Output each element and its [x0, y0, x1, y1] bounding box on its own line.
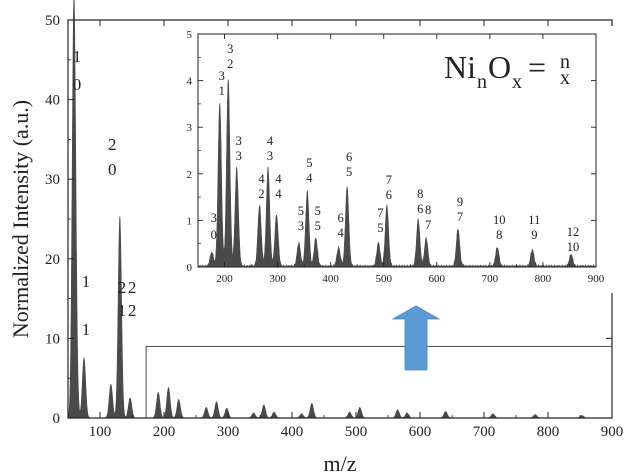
- peak-label-n: 2: [118, 278, 127, 297]
- inset-peak-label-x: 0: [211, 228, 217, 242]
- formula-x: x: [560, 67, 570, 89]
- inset-peak-label-x: 9: [531, 228, 537, 242]
- peak-label-x: 2: [128, 301, 137, 320]
- inset-x-tick-label: 800: [535, 273, 552, 285]
- y-tick-label: 50: [45, 13, 60, 29]
- inset-peak-label-n: 10: [493, 213, 506, 227]
- inset-peak-label-n: 6: [346, 150, 352, 164]
- formula-ni: Ni: [444, 49, 476, 85]
- inset-peak-label-n: 11: [528, 213, 540, 227]
- inset-y-tick-label: 4: [187, 76, 193, 88]
- inset-peak-label-x: 2: [258, 187, 264, 201]
- inset-peak-label-n: 9: [457, 195, 463, 209]
- formula-equals: =: [528, 49, 546, 85]
- x-tick-label: 200: [153, 424, 176, 440]
- inset-x-tick-label: 400: [322, 273, 339, 285]
- inset-peak-label-n: 8: [425, 203, 431, 217]
- inset-peak-label-n: 12: [567, 225, 580, 239]
- peak-label-x: 1: [82, 320, 91, 339]
- inset-x-tick-label: 900: [588, 273, 605, 285]
- inset-x-tick-label: 700: [482, 273, 499, 285]
- main-plot: 100 200 300 400 500 600 700 800 90001020304050m/…: [8, 0, 623, 476]
- inset-peak-label-n: 5: [298, 204, 304, 218]
- x-tick-label: 700: [473, 424, 496, 440]
- inset-peak-label-x: 10: [567, 240, 580, 254]
- inset-peak-label-n: 4: [267, 134, 274, 148]
- formula-n: n: [560, 51, 570, 73]
- x-tick-label: 500: [345, 424, 368, 440]
- inset-peak-label-n: 3: [211, 211, 217, 225]
- peak-label-x: 1: [118, 301, 127, 320]
- inset-peak-label-n: 5: [306, 156, 312, 170]
- inset-peak-label-n: 3: [219, 69, 225, 83]
- inset-peak-label-x: 2: [227, 57, 233, 71]
- inset-peak-label-x: 5: [346, 165, 352, 179]
- peak-label-x: 0: [73, 75, 82, 94]
- x-axis-title: m/z: [324, 451, 357, 476]
- inset-peak-label-x: 4: [306, 171, 313, 185]
- formula-sub-n: n: [477, 71, 487, 93]
- inset-peak-label-x: 8: [496, 228, 502, 242]
- inset-peak-label-x: 7: [425, 218, 431, 232]
- y-tick-label: 0: [53, 411, 61, 427]
- inset-peak-label-n: 4: [258, 172, 265, 186]
- inset-peak-label-n: 5: [315, 204, 321, 218]
- x-tick-label: 900: [601, 424, 624, 440]
- inset-peak-label-x: 4: [275, 187, 282, 201]
- inset-peak-label-x: 3: [298, 219, 304, 233]
- zoom-arrow: [391, 305, 441, 371]
- inset-y-tick-label: 2: [187, 169, 193, 181]
- blue-up-arrow-icon: [391, 305, 441, 371]
- x-tick-label: 100: [89, 424, 112, 440]
- inset-peak-label-x: 4: [338, 226, 345, 240]
- inset-spectrum-fill: [197, 79, 597, 268]
- inset-x-tick-label: 500: [375, 273, 392, 285]
- peak-label-n: 1: [73, 47, 82, 66]
- inset-peak-label-n: 6: [338, 211, 344, 225]
- peak-label-x: 0: [108, 160, 117, 179]
- inset-peak-label-x: 5: [315, 219, 321, 233]
- inset-peak-label-x: 5: [377, 221, 383, 235]
- inset-y-tick-label: 1: [187, 215, 193, 227]
- inset-peak-label-n: 4: [275, 172, 282, 186]
- inset-x-tick-label: 300: [269, 273, 286, 285]
- inset-peak-label-n: 8: [417, 187, 423, 201]
- formula-sub-x: x: [512, 71, 522, 93]
- inset-x-tick-label: 200: [216, 273, 233, 285]
- inset-peak-label-x: 3: [267, 149, 273, 163]
- inset-peak-label-x: 1: [219, 84, 225, 98]
- inset-y-tick-label: 3: [187, 122, 193, 134]
- y-tick-label: 10: [45, 331, 60, 347]
- peak-label-n: 1: [82, 272, 91, 291]
- peak-label-n: 2: [128, 278, 137, 297]
- formula-o: O: [488, 49, 511, 85]
- x-tick-label: 600: [409, 424, 432, 440]
- zoom-region-box: [145, 345, 613, 419]
- x-tick-label: 300: [217, 424, 240, 440]
- inset-peak-label-n: 3: [236, 134, 242, 148]
- x-tick-label: 800: [537, 424, 560, 440]
- inset-peak-label-n: 7: [386, 173, 392, 187]
- peak-label-n: 2: [108, 135, 117, 154]
- y-tick-label: 20: [45, 252, 60, 268]
- inset-peak-label-n: 3: [227, 42, 233, 56]
- y-tick-label: 30: [45, 172, 60, 188]
- inset-x-tick-label: 600: [429, 273, 446, 285]
- y-tick-label: 40: [45, 93, 60, 109]
- inset-peak-label-x: 3: [236, 149, 242, 163]
- inset-peak-label-x: 7: [457, 210, 463, 224]
- x-tick-label: 400: [281, 424, 304, 440]
- inset-peak-label-n: 7: [377, 206, 383, 220]
- inset-y-tick-label: 5: [187, 29, 193, 41]
- inset-peak-label-x: 6: [417, 202, 423, 216]
- inset-peak-label-x: 6: [386, 188, 392, 202]
- inset-y-tick-label: 0: [187, 262, 193, 274]
- y-axis-title: Normalized Intensity (a.u.): [8, 100, 33, 338]
